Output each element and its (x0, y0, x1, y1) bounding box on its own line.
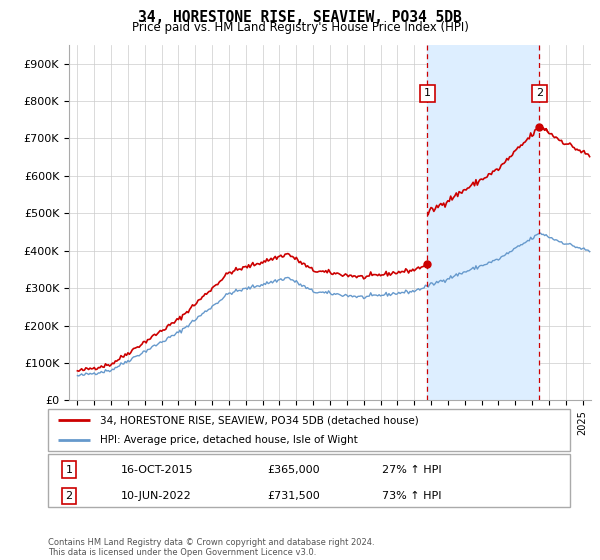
Text: 2: 2 (65, 491, 73, 501)
Text: £365,000: £365,000 (267, 465, 320, 474)
Text: 1: 1 (424, 88, 431, 99)
Text: 10-JUN-2022: 10-JUN-2022 (121, 491, 192, 501)
Text: 27% ↑ HPI: 27% ↑ HPI (382, 465, 442, 474)
Bar (427, 45, 539, 400)
Text: 34, HORESTONE RISE, SEAVIEW, PO34 5DB: 34, HORESTONE RISE, SEAVIEW, PO34 5DB (138, 10, 462, 25)
Text: Price paid vs. HM Land Registry's House Price Index (HPI): Price paid vs. HM Land Registry's House … (131, 21, 469, 34)
Text: 34, HORESTONE RISE, SEAVIEW, PO34 5DB (detached house): 34, HORESTONE RISE, SEAVIEW, PO34 5DB (d… (100, 415, 419, 425)
Text: HPI: Average price, detached house, Isle of Wight: HPI: Average price, detached house, Isle… (100, 435, 358, 445)
Text: £731,500: £731,500 (267, 491, 320, 501)
Text: 1: 1 (65, 465, 73, 474)
Text: Contains HM Land Registry data © Crown copyright and database right 2024.
This d: Contains HM Land Registry data © Crown c… (48, 538, 374, 557)
Text: 16-OCT-2015: 16-OCT-2015 (121, 465, 194, 474)
Text: 73% ↑ HPI: 73% ↑ HPI (382, 491, 442, 501)
Text: 2: 2 (536, 88, 543, 99)
